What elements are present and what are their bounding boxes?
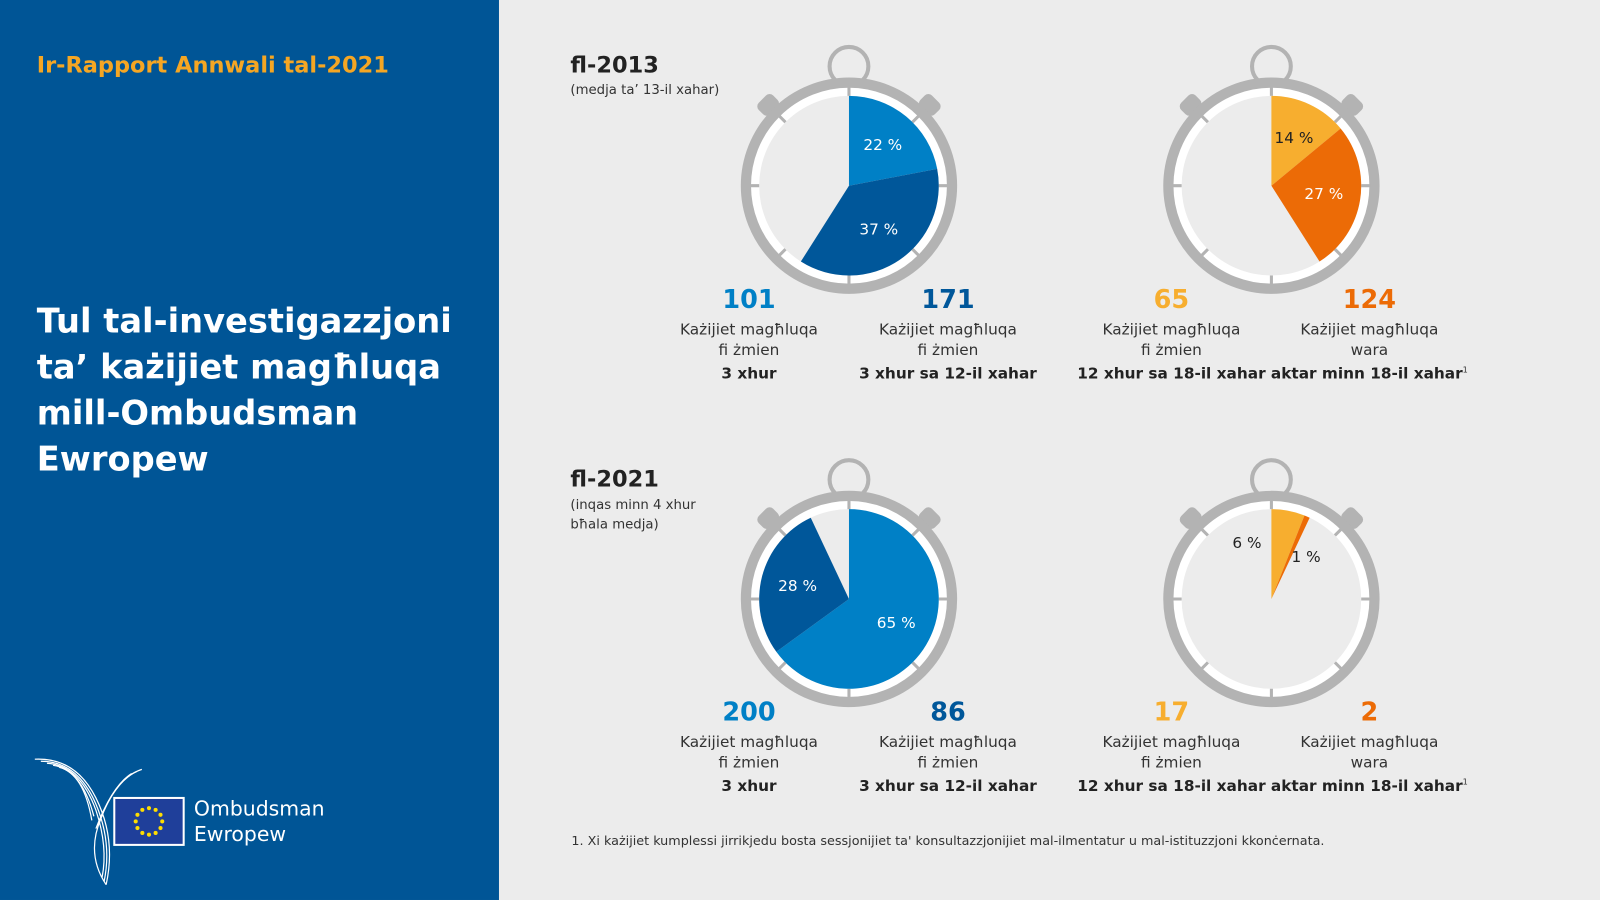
tick-mark <box>911 661 921 671</box>
stat-label: Każijiet magħluqa <box>680 320 818 339</box>
stat-column: 2 Każijiet magħluqa wara aktar minn 18-i… <box>1257 697 1481 796</box>
subtitle-2021: (inqas minn 4 xhur bħala medja) <box>570 496 695 535</box>
stat-label: Każijiet magħluqa <box>1102 320 1241 339</box>
sidebar: Ir-Rapport Annwali tal-2021 Tul tal-inve… <box>0 0 499 900</box>
stat-number: 86 <box>930 696 966 727</box>
logo-line-2: Ewropew <box>193 821 287 846</box>
year-2021: fl-2021 <box>570 467 659 493</box>
pie-slice-label: 6 % <box>1232 534 1261 552</box>
footnote-ref: 1 <box>1462 777 1468 787</box>
footnote-ref: 1 <box>1462 365 1468 375</box>
stopwatch-pie-chart: 14 % 27 % <box>1163 44 1380 294</box>
stat-column: 86 Każijiet magħluqa fi żmien 3 xhur sa … <box>836 697 1060 796</box>
tick-mark <box>911 114 921 124</box>
subtitle-line: bħala medja) <box>570 517 659 533</box>
stat-label: Każijiet magħluqa <box>1300 320 1439 339</box>
stopwatch-face <box>1181 509 1362 689</box>
stat-label: fi żmien <box>718 340 780 360</box>
stat-label: Każijiet magħluqa <box>878 732 1017 752</box>
stat-period: aktar minn 18-il xahar <box>1270 776 1463 795</box>
stat-label: Każijiet magħluqa <box>1300 732 1439 752</box>
subtitle-2013: (medja ta’ 13-il xahar) <box>570 81 719 100</box>
pie-slice <box>759 517 849 652</box>
report-title: Ir-Rapport Annwali tal-2021 <box>36 53 389 79</box>
stat-column: 171 Każijiet magħluqa fi żmien 3 xhur sa… <box>836 285 1060 384</box>
stat-label: fi żmien <box>1140 753 1202 772</box>
stat-period: 3 xhur <box>721 776 777 795</box>
pie-slice <box>1271 509 1305 599</box>
stat-period: 12 xhur sa 18-il xahar <box>1077 364 1266 383</box>
stat-number: 2 <box>1360 696 1379 727</box>
stat-period: 3 xhur <box>721 364 777 383</box>
ombudsman-logo <box>34 758 185 886</box>
footnote: 1. Xi każijiet kumplessi jirrikjedu bost… <box>571 832 1325 848</box>
pie-slice <box>1271 95 1341 186</box>
pie-slice <box>776 509 939 689</box>
logo-text: Ombudsman Ewropew <box>194 796 325 847</box>
pie-slice <box>1271 128 1362 262</box>
pie-slice <box>848 95 938 186</box>
tick-mark <box>1200 248 1210 257</box>
logo-line-1: Ombudsman <box>193 795 325 821</box>
pie-slice-label: 37 % <box>859 221 898 239</box>
stat-number: 65 <box>1153 284 1190 315</box>
pie-slice <box>800 168 939 276</box>
stopwatch-pie-chart: 65 % 28 % <box>740 458 958 708</box>
stat-label: Każijiet magħluqa <box>1102 732 1241 752</box>
stat-number: 101 <box>722 284 776 315</box>
tick-mark <box>1200 527 1210 537</box>
stat-period: 3 xhur sa 12-il xahar <box>859 776 1037 795</box>
tick-mark <box>1333 661 1343 671</box>
stat-column: 101 Każijiet magħluqa fi żmien 3 xhur <box>637 285 861 384</box>
stat-label: Każijiet magħluqa <box>680 732 818 752</box>
tick-mark <box>1333 527 1343 537</box>
stat-column: 65 Każijiet magħluqa fi żmien 12 xhur sa… <box>1059 285 1283 384</box>
tick-mark <box>1200 661 1210 671</box>
tick-mark <box>1333 114 1343 124</box>
eu-stars-icon <box>133 806 165 837</box>
page-title: Tul tal-investigazzjoni ta’ każijiet mag… <box>36 301 452 479</box>
stat-label: wara <box>1350 753 1389 772</box>
tick-mark <box>911 248 921 257</box>
pie-slice-label: 22 % <box>863 136 902 154</box>
pie-slice-label: 65 % <box>877 614 916 632</box>
stat-label: fi żmien <box>917 753 979 772</box>
stat-label: fi żmien <box>1140 340 1202 360</box>
tick-mark <box>777 114 787 124</box>
stat-number: 124 <box>1342 284 1397 315</box>
stopwatch-pie-chart: 22 % 37 % <box>740 44 958 294</box>
stat-column: 200 Każijiet magħluqa fi żmien 3 xhur <box>637 697 861 796</box>
stat-number: 171 <box>921 284 975 315</box>
subtitle-line: (medja ta’ 13-il xahar) <box>570 82 720 98</box>
tick-mark <box>911 527 921 537</box>
stat-label: fi żmien <box>917 340 979 360</box>
stopwatch-pie-chart: 6 % 1 % <box>1163 458 1380 708</box>
subtitle-line: (inqas minn 4 xhur <box>570 497 696 514</box>
tick-mark <box>1200 114 1210 124</box>
tick-mark <box>777 248 787 257</box>
pie-slice-label: 27 % <box>1304 185 1343 203</box>
tick-mark <box>777 661 787 671</box>
year-2013: fl-2013 <box>570 53 659 79</box>
stat-number: 17 <box>1153 696 1190 727</box>
stat-column: 124 Każijiet magħluqa wara aktar minn 18… <box>1257 285 1481 384</box>
pie-slice <box>1271 515 1310 599</box>
stat-period: 3 xhur sa 12-il xahar <box>859 364 1037 383</box>
pie-slice-label: 14 % <box>1275 129 1314 147</box>
stat-period: aktar minn 18-il xahar <box>1270 364 1463 383</box>
stat-period: 12 xhur sa 18-il xahar <box>1077 776 1266 795</box>
stat-number: 200 <box>722 696 776 727</box>
stat-label: wara <box>1350 340 1389 360</box>
stat-column: 17 Każijiet magħluqa fi żmien 12 xhur sa… <box>1059 697 1283 796</box>
stat-label: fi żmien <box>718 753 780 772</box>
tick-mark <box>1333 248 1343 257</box>
pie-slice-label: 28 % <box>778 577 817 595</box>
pie-slice-label: 1 % <box>1292 548 1321 566</box>
tick-mark <box>777 527 787 537</box>
stat-label: Każijiet magħluqa <box>878 320 1017 339</box>
